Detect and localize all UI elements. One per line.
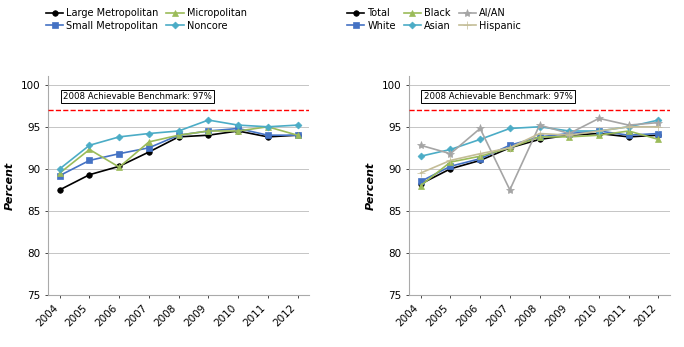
Legend: Large Metropolitan, Small Metropolitan, Micropolitan, Noncore: Large Metropolitan, Small Metropolitan, …: [46, 8, 247, 31]
Text: 2008 Achievable Benchmark: 97%: 2008 Achievable Benchmark: 97%: [423, 92, 573, 101]
Text: 2008 Achievable Benchmark: 97%: 2008 Achievable Benchmark: 97%: [63, 92, 211, 101]
Y-axis label: Percent: Percent: [5, 161, 15, 210]
Legend: Total, White, Black, Asian, AI/AN, Hispanic: Total, White, Black, Asian, AI/AN, Hispa…: [347, 8, 521, 31]
Y-axis label: Percent: Percent: [366, 161, 376, 210]
